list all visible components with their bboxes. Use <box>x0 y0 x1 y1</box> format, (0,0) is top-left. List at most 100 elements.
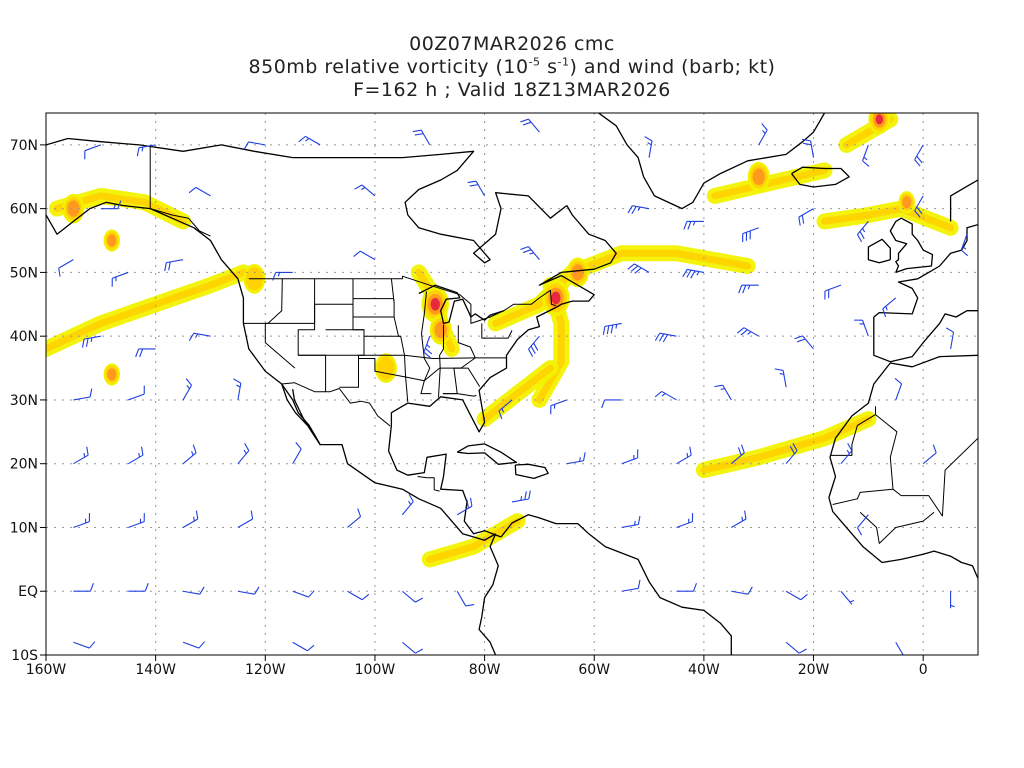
barb-staff <box>182 641 200 649</box>
barb-flag-full <box>520 118 529 123</box>
barb-flag-full <box>792 442 798 451</box>
barb-staff <box>722 384 732 401</box>
barb-flag-full <box>412 129 422 133</box>
wind-barb <box>945 327 955 350</box>
barb-flag-half <box>692 221 696 226</box>
barb-staff <box>73 641 90 649</box>
vorticity-max-8-level-2 <box>752 168 765 186</box>
barb-flag-full <box>610 324 614 334</box>
lat-label: 20N <box>10 457 38 473</box>
wind-barb <box>774 368 787 388</box>
barb-flag-half <box>579 457 581 462</box>
caribbean-band-core <box>426 517 521 563</box>
wind-barb <box>914 195 924 218</box>
barb-flag-full <box>466 499 469 509</box>
coastline-alaska-south <box>46 201 496 541</box>
wind-barb <box>237 510 254 528</box>
wind-barb <box>136 144 156 157</box>
barb-flag-full <box>198 641 206 649</box>
barb-flag-full <box>687 221 692 230</box>
wind-barb <box>742 227 759 243</box>
barb-flag-full <box>644 136 653 142</box>
wind-barb <box>272 271 293 281</box>
coastline-south-america-west <box>478 533 499 655</box>
wind-barb <box>237 442 250 465</box>
barb-staff <box>687 268 704 273</box>
wind-barb <box>401 641 424 654</box>
barb-flag-full <box>690 270 696 279</box>
n-pacific-band-core <box>46 268 247 353</box>
wind-barb <box>73 513 91 528</box>
wind-barb <box>292 442 302 464</box>
barb-staff <box>659 332 677 337</box>
wind-barb <box>456 497 473 516</box>
barb-flag-half <box>696 271 700 276</box>
barb-staff <box>237 450 250 465</box>
barb-staff <box>237 383 242 401</box>
barb-flag-full <box>662 334 669 343</box>
barb-staff <box>420 129 431 146</box>
barb-flag-half <box>195 333 199 338</box>
barb-staff <box>456 505 473 516</box>
barb-staff <box>511 498 529 503</box>
barb-staff <box>423 335 431 353</box>
barb-flag-half <box>277 272 281 277</box>
barb-staff <box>742 227 759 235</box>
barb-flag-full <box>796 338 806 343</box>
barb-flag-full <box>686 269 692 278</box>
barb-flag-half <box>747 331 752 335</box>
wind-barb <box>785 641 807 654</box>
atlantic-band <box>487 245 756 332</box>
lat-label: 50N <box>10 265 38 281</box>
lon-label: 100W <box>355 662 396 678</box>
barb-flag-half <box>83 452 86 458</box>
barb-flag-full <box>856 527 863 536</box>
wind-barb <box>856 514 869 536</box>
wind-barb <box>802 138 815 158</box>
lon-label: 160W <box>26 662 67 678</box>
barb-flag-half <box>846 449 850 455</box>
barb-flag-full <box>856 234 863 243</box>
barb-staff <box>882 297 897 310</box>
coastline-iceland <box>791 166 850 188</box>
barb-flag-full <box>89 583 94 592</box>
wind-barbs <box>46 118 969 655</box>
wind-barb <box>73 388 93 401</box>
barb-flag-full <box>415 648 424 654</box>
wind-barb <box>894 377 903 401</box>
barb-staff <box>193 332 211 337</box>
barb-staff <box>550 399 568 407</box>
wind-barb <box>73 583 94 592</box>
wind-barb <box>511 490 531 503</box>
barb-flag-full <box>601 399 606 409</box>
barb-staff <box>632 205 650 210</box>
barb-flag-full <box>740 329 748 336</box>
barb-flag-half <box>849 600 855 603</box>
wind-barb <box>824 284 842 300</box>
barb-flag-full <box>627 205 633 214</box>
barb-flag-full <box>794 335 803 340</box>
wind-barb <box>882 297 897 318</box>
wind-barb <box>353 250 376 261</box>
coastline-europe-atlantic <box>873 223 978 318</box>
barb-flag-half <box>426 344 431 348</box>
border-us-states-4 <box>420 291 432 395</box>
barb-staff <box>895 383 903 401</box>
border-guinea <box>859 511 935 544</box>
barb-flag-half <box>360 187 366 191</box>
wind-barb <box>412 129 431 146</box>
barb-flag-full <box>916 155 923 164</box>
barb-flag-half <box>138 452 141 458</box>
barb-flag-full <box>188 186 197 194</box>
barb-flag-full <box>423 351 431 359</box>
coastline-baja <box>281 383 321 446</box>
barb-flag-full <box>945 327 954 333</box>
barb-staff <box>798 208 814 218</box>
iceland-band-core <box>711 166 828 200</box>
barb-staff <box>621 457 638 465</box>
barb-staff <box>83 335 101 340</box>
barb-flag-full <box>800 593 808 601</box>
vorticity-max-6-level-3 <box>875 114 884 125</box>
barb-flag-full <box>185 378 192 386</box>
